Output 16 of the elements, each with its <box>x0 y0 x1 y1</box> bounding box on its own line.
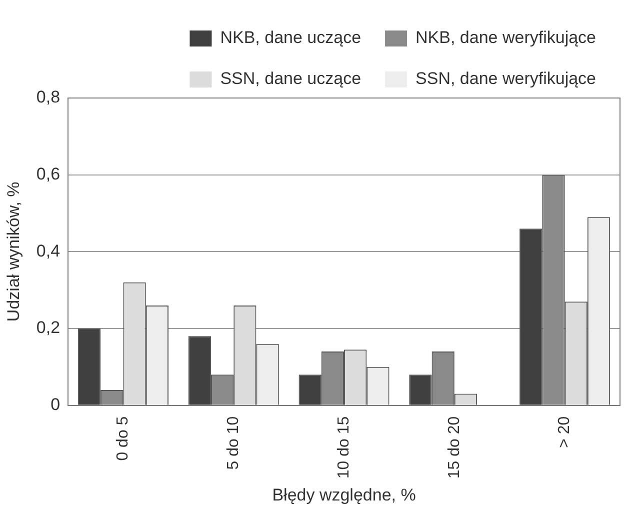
x-tick-label: 5 do 10 <box>225 416 242 470</box>
y-tick-label: 0,2 <box>36 318 60 338</box>
y-tick-label: 0,8 <box>36 88 60 107</box>
y-tick-label: 0,4 <box>36 241 60 260</box>
x-tick-label: 0 do 5 <box>114 416 132 461</box>
legend-label: NKB, dane weryfikujące <box>416 28 596 48</box>
y-tick-label: 0,6 <box>36 164 60 184</box>
x-tick-label: 10 do 15 <box>335 416 352 479</box>
x-axis-title: Błędy względne, % <box>272 485 416 504</box>
x-tick-label: 15 do 20 <box>446 416 463 479</box>
legend-label: NKB, dane uczące <box>220 28 362 48</box>
legend-label: SSN, dane uczące <box>220 69 362 88</box>
x-tick-label: > 20 <box>556 416 574 448</box>
y-axis-title: Udział wyników, % <box>4 182 23 322</box>
legend-label: SSN, dane weryfikujące <box>416 69 596 88</box>
y-tick-label: 0 <box>50 395 60 414</box>
